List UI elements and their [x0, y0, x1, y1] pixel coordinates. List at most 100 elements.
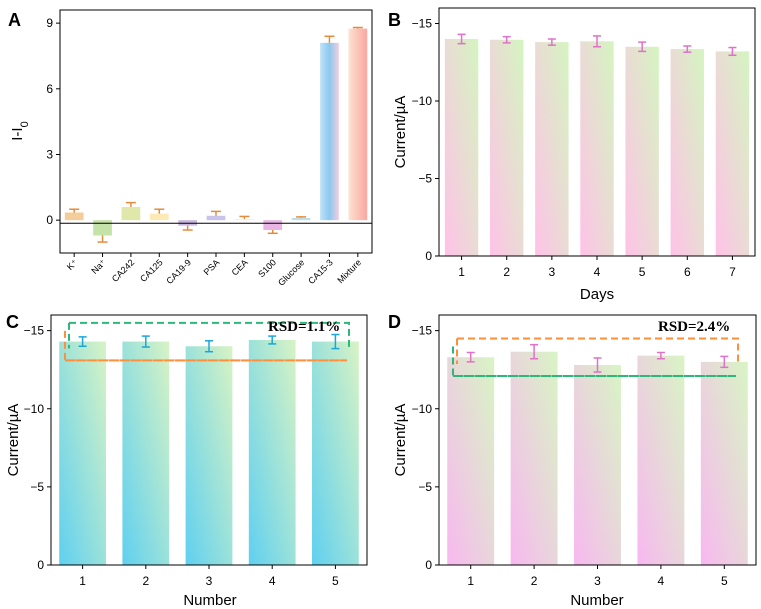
- x-tick-label-a-7: CEA: [230, 257, 250, 277]
- panel-d: D 0 −5 −10 −15 1 2 3 4 5 RSD=2.4% Number Curren…: [388, 312, 757, 609]
- y-tick-label-d-1: 0: [425, 558, 432, 572]
- rsd-box-outline-1-d: [456, 337, 739, 364]
- x-tick-label-a-8: S100: [256, 257, 278, 279]
- x-tick-label-b-3: 3: [549, 265, 556, 279]
- bar-c-5: [312, 341, 359, 565]
- panel-c: C 0 −5 −10 −15 1 2 3 4 5 RSD=1.1% Number Curren…: [5, 312, 368, 609]
- x-tick-label-d-3: 3: [594, 574, 601, 588]
- bar-d-5: [700, 361, 748, 565]
- x-tick-label-d-4: 4: [658, 574, 665, 588]
- x-tick-label-a-5: CA19-9: [164, 257, 193, 286]
- rsd-annotation-c: RSD=1.1%: [268, 319, 340, 335]
- y-axis-label-c: Current/µA: [5, 404, 22, 477]
- y-tick-label-c-2: −5: [30, 480, 44, 494]
- y-tick-label-b-3: −10: [412, 94, 433, 108]
- panel-label-b: B: [388, 10, 401, 30]
- bars-a: [64, 26, 368, 243]
- x-tick-label-a-6: PSA: [202, 257, 222, 277]
- bar-a-4: [149, 213, 169, 221]
- panel-label-a: A: [8, 10, 21, 30]
- panel-b: B 0 −5 −10 −15 1 2 3 4 5 6 7 Days Current/µA: [388, 7, 756, 303]
- rsd-annotation-d: RSD=2.4%: [658, 319, 730, 335]
- y-axis-a: 0 3 6 9: [46, 16, 60, 227]
- x-tick-label-b-4: 4: [594, 265, 601, 279]
- bar-a-10: [320, 42, 339, 221]
- x-tick-label-b-2: 2: [503, 265, 510, 279]
- bar-b-3: [535, 42, 569, 256]
- x-axis-label-b: Days: [580, 286, 614, 303]
- bar-a-6: [206, 215, 226, 221]
- x-tick-label-d-1: 1: [467, 574, 474, 588]
- bar-b-1: [444, 39, 479, 256]
- rsd-box-d: [452, 337, 739, 377]
- bar-c-4: [248, 340, 296, 565]
- bar-a-3: [121, 207, 141, 221]
- bar-a-7: [235, 219, 254, 221]
- y-tick-label-a-1: 0: [46, 213, 53, 227]
- y-tick-label-b-1: 0: [425, 249, 432, 263]
- bar-b-2: [490, 39, 524, 257]
- y-axis-c: 0 −5 −10 −15: [24, 324, 51, 572]
- y-tick-label-b-4: −15: [412, 17, 433, 31]
- y-tick-label-c-3: −10: [24, 402, 45, 416]
- x-tick-label-c-1: 1: [79, 574, 86, 588]
- rsd-box-c: [64, 321, 350, 362]
- x-axis-d: 1 2 3 4 5: [467, 565, 728, 588]
- x-tick-label-a-2: Na⁺: [89, 257, 108, 276]
- y-tick-label-b-2: −5: [418, 172, 432, 186]
- y-tick-label-c-1: 0: [37, 558, 44, 572]
- bar-b-7: [715, 51, 750, 257]
- x-tick-label-a-4: CA125: [138, 257, 165, 284]
- x-tick-label-b-1: 1: [458, 265, 465, 279]
- bar-d-2: [510, 351, 558, 565]
- y-tick-label-a-3: 6: [46, 82, 53, 96]
- x-tick-label-a-10: CA15-3: [306, 257, 335, 286]
- x-axis-label-c: Number: [183, 592, 236, 609]
- bar-a-2: [93, 220, 112, 236]
- rsd-box-outline-2-c: [64, 330, 347, 362]
- y-tick-label-a-4: 9: [46, 16, 53, 30]
- x-tick-label-a-3: CA242: [110, 257, 137, 284]
- x-tick-label-a-11: Mixture: [335, 257, 363, 285]
- bar-a-11: [348, 28, 368, 221]
- y-axis-d: 0 −5 −10 −15: [412, 324, 439, 572]
- bar-c-1: [59, 341, 106, 565]
- panel-a: A 0 3 6 9 K⁺ Na⁺ CA242 CA125 CA19-9 PSA CEA S100Gl…: [8, 9, 373, 288]
- y-tick-label-c-4: −15: [24, 324, 45, 338]
- bar-d-1: [447, 357, 495, 565]
- x-tick-label-c-2: 2: [142, 574, 149, 588]
- x-tick-label-a-9: Glucose: [276, 257, 306, 287]
- x-tick-label-d-5: 5: [721, 574, 728, 588]
- rsd-box-outline-2-d: [452, 346, 736, 377]
- bars-c: [59, 333, 359, 565]
- bar-b-6: [670, 49, 704, 257]
- y-axis-b: 0 −5 −10 −15: [412, 17, 439, 263]
- y-tick-label-d-4: −15: [412, 324, 433, 338]
- y-tick-label-a-2: 3: [46, 147, 53, 161]
- bar-d-4: [637, 355, 685, 565]
- bar-a-9: [291, 217, 311, 221]
- bar-c-3: [185, 346, 233, 565]
- x-tick-label-c-3: 3: [206, 574, 213, 588]
- bar-b-5: [625, 46, 659, 256]
- bar-c-2: [122, 341, 170, 565]
- x-tick-label-b-5: 5: [639, 265, 646, 279]
- x-axis-c: 1 2 3 4 5: [79, 565, 339, 588]
- x-tick-label-c-5: 5: [332, 574, 339, 588]
- rsd-box-outline-1-c: [68, 321, 350, 349]
- bars-d: [447, 343, 748, 565]
- x-axis-b: 1 2 3 4 5 6 7: [458, 256, 736, 279]
- y-axis-label-b: Current/µA: [392, 96, 409, 169]
- x-tick-label-c-4: 4: [269, 574, 276, 588]
- x-tick-label-b-7: 7: [729, 265, 736, 279]
- bar-a-8: [263, 220, 283, 231]
- y-tick-label-d-3: −10: [412, 402, 433, 416]
- y-axis-label-a: I-I0: [9, 121, 31, 140]
- x-tick-label-b-6: 6: [684, 265, 691, 279]
- bars-b: [444, 33, 750, 257]
- y-axis-label-d: Current/µA: [392, 404, 409, 477]
- panel-label-c: C: [6, 312, 19, 332]
- bar-d-3: [574, 365, 621, 565]
